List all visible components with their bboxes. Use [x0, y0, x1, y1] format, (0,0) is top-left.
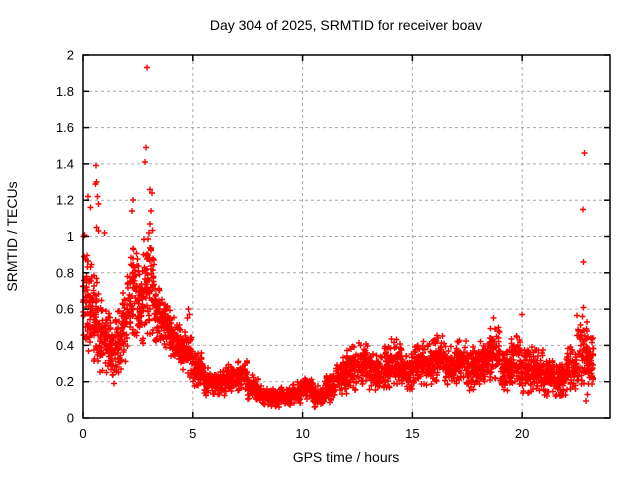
x-tick-label: 20	[515, 426, 529, 441]
y-tick-label: 1.6	[56, 120, 74, 135]
y-tick-label: 1.4	[56, 156, 74, 171]
y-tick-label: 1.2	[56, 193, 74, 208]
y-tick-label: 0.4	[56, 338, 74, 353]
tick-labels: 00.20.40.60.811.21.41.61.820 5 10 15 20	[56, 48, 529, 442]
y-tick-label: 0	[67, 411, 74, 426]
y-axis-label: SRMTID / TECUs	[4, 181, 20, 291]
gridlines	[83, 55, 610, 418]
x-tick-label: 0	[79, 426, 86, 441]
plot-border	[82, 54, 611, 419]
y-tick-label: 1	[67, 229, 74, 244]
x-tick-label: 5	[189, 426, 196, 441]
y-tick-label: 0.8	[56, 265, 74, 280]
x-tick-label: 10	[295, 426, 309, 441]
x-tick-label: 15	[405, 426, 419, 441]
y-tick-label: 0.2	[56, 374, 74, 389]
chart-title: Day 304 of 2025, SRMTID for receiver boa…	[210, 17, 482, 33]
y-tick-label: 1.8	[56, 84, 74, 99]
y-tick-label: 2	[67, 48, 74, 63]
y-tick-label: 0.6	[56, 302, 74, 317]
x-axis-label: GPS time / hours	[293, 449, 400, 465]
